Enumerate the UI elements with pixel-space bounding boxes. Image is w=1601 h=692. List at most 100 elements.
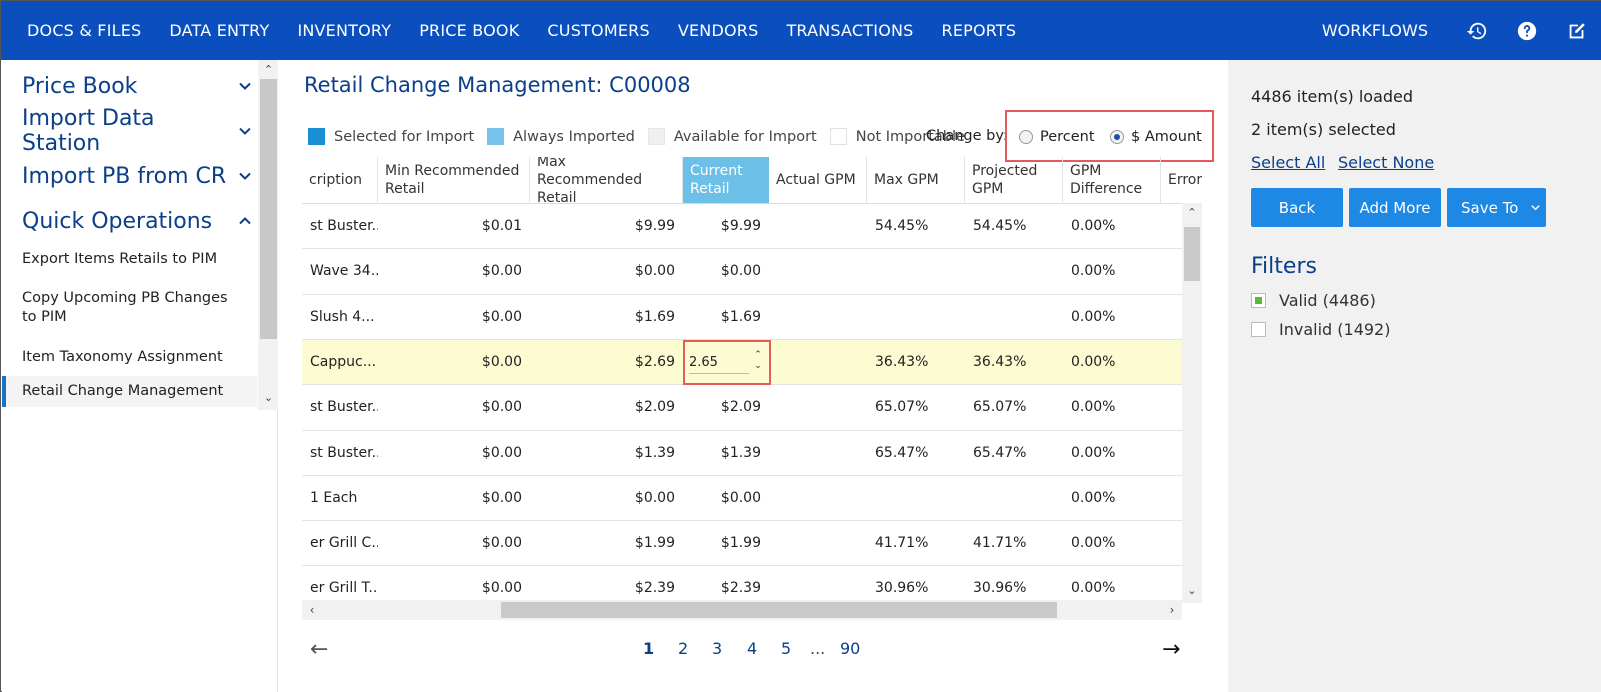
- save-to-button[interactable]: Save To: [1447, 188, 1546, 227]
- radio-circle[interactable]: [1110, 130, 1124, 144]
- nav-docs-files[interactable]: DOCS & FILES: [27, 21, 142, 40]
- cell-gpm-difference: 0.00%: [1071, 263, 1116, 280]
- sidebar-scroll-thumb[interactable]: [260, 79, 277, 339]
- cell-projected-gpm: 36.43%: [973, 353, 1027, 370]
- legend-swatch: [308, 128, 325, 145]
- column-header-min-recommended-retail[interactable]: Min Recommended Retail: [378, 157, 530, 204]
- sidebar-section-import-data-station[interactable]: Import Data Station: [22, 106, 252, 156]
- sidebar-section-price-book[interactable]: Price Book: [22, 71, 252, 101]
- select-none-link[interactable]: Select None: [1338, 153, 1435, 172]
- next-page-arrow-icon[interactable]: →: [1162, 637, 1181, 662]
- select-all-link[interactable]: Select All: [1251, 153, 1326, 172]
- import-legend: Selected for Import Always Imported Avai…: [308, 128, 978, 145]
- nav-reports[interactable]: REPORTS: [941, 21, 1017, 40]
- column-header-description[interactable]: cription: [302, 157, 378, 204]
- sidebar-scroll-up-icon[interactable]: ⌃: [263, 63, 274, 76]
- row-divider: [302, 474, 1182, 476]
- column-header-actual-gpm[interactable]: Actual GPM: [769, 157, 867, 204]
- nav-data-entry[interactable]: DATA ENTRY: [169, 21, 270, 40]
- cell-current-retail[interactable]: $1.69: [720, 308, 761, 325]
- sidebar-item-retail-change-management[interactable]: Retail Change Management: [2, 376, 257, 407]
- nav-customers[interactable]: CUSTOMERS: [547, 21, 650, 40]
- grid-vertical-scrollbar[interactable]: ⌃ ⌄: [1182, 203, 1202, 603]
- cell-gpm-difference: 0.00%: [1071, 535, 1116, 552]
- page-2[interactable]: 2: [678, 639, 689, 658]
- filter-label: Valid (4486): [1279, 291, 1376, 310]
- page-5[interactable]: 5: [781, 639, 792, 658]
- pagination: ← 1 2 3 4 5 ... 90 →: [278, 635, 1228, 665]
- cell-min-recommended-retail: $0.00: [481, 263, 522, 280]
- history-icon[interactable]: [1452, 1, 1502, 60]
- page-4[interactable]: 4: [747, 639, 758, 658]
- filter-invalid[interactable]: Invalid (1492): [1251, 320, 1390, 339]
- cell-min-recommended-retail: $0.01: [481, 218, 522, 234]
- nav-workflows[interactable]: WORKFLOWS: [1321, 21, 1428, 40]
- vertical-scroll-thumb[interactable]: [1184, 227, 1200, 281]
- sidebar-scroll-down-icon[interactable]: ⌄: [263, 391, 274, 404]
- sidebar-section-label: Import PB from CR: [22, 163, 227, 189]
- filter-valid[interactable]: Valid (4486): [1251, 291, 1376, 310]
- back-button[interactable]: Back: [1251, 188, 1343, 227]
- cell-description: Slush 4...: [310, 308, 375, 325]
- cell-current-retail[interactable]: $0.00: [720, 489, 761, 506]
- cell-current-retail[interactable]: $2.39: [720, 580, 761, 597]
- cell-current-retail[interactable]: $2.09: [720, 399, 761, 416]
- stepper-arrows-icon[interactable]: ⌃ ⌄: [754, 349, 762, 371]
- filter-checkbox[interactable]: [1251, 293, 1266, 308]
- right-panel: 4486 item(s) loaded 2 item(s) selected S…: [1228, 60, 1601, 692]
- change-by-percent-radio[interactable]: Percent: [1019, 129, 1095, 145]
- cell-actual-gpm: [769, 476, 867, 521]
- page-90[interactable]: 90: [840, 639, 861, 658]
- main-content: Retail Change Management: C00008 Selecte…: [278, 60, 1228, 692]
- radio-circle[interactable]: [1019, 130, 1033, 144]
- cell-projected-gpm: 54.45%: [973, 218, 1027, 234]
- column-header-current-retail[interactable]: Current Retail: [683, 157, 769, 204]
- nav-vendors[interactable]: VENDORS: [677, 21, 759, 40]
- cell-min-recommended-retail: $0.00: [481, 399, 522, 416]
- nav-inventory[interactable]: INVENTORY: [297, 21, 392, 40]
- cell-max-gpm: [867, 295, 965, 340]
- scroll-left-icon[interactable]: ‹: [309, 603, 315, 617]
- sidebar-item-export-items-retails[interactable]: Export Items Retails to PIM: [22, 251, 218, 267]
- grid-horizontal-scrollbar[interactable]: ‹ ›: [302, 600, 1182, 620]
- cell-current-retail[interactable]: $0.00: [720, 263, 761, 280]
- legend-item: Always Imported: [487, 128, 635, 145]
- sidebar-section-import-pb-from-cr[interactable]: Import PB from CR: [22, 161, 252, 191]
- sidebar-section-label: Quick Operations: [22, 208, 213, 234]
- row-divider: [302, 565, 1182, 567]
- filter-checkbox[interactable]: [1251, 322, 1266, 337]
- column-header-gpm-difference[interactable]: GPM Difference: [1063, 157, 1161, 204]
- sidebar-item-item-taxonomy[interactable]: Item Taxonomy Assignment: [22, 349, 223, 365]
- cell-description: Cappuc...: [310, 353, 377, 370]
- cell-current-retail[interactable]: $1.39: [720, 444, 761, 461]
- column-header-projected-gpm[interactable]: Projected GPM: [965, 157, 1063, 204]
- scroll-right-icon[interactable]: ›: [1169, 603, 1175, 617]
- legend-label: Selected for Import: [334, 128, 475, 145]
- sidebar-section-quick-operations[interactable]: Quick Operations: [22, 206, 252, 236]
- help-icon[interactable]: [1502, 1, 1552, 60]
- column-header-max-recommended-retail[interactable]: Max Recommended Retail: [530, 157, 683, 206]
- column-header-max-gpm[interactable]: Max GPM: [867, 157, 965, 204]
- cell-description: st Buster...: [310, 399, 378, 416]
- nav-transactions[interactable]: TRANSACTIONS: [786, 21, 914, 40]
- cell-min-recommended-retail: $0.00: [481, 535, 522, 552]
- legend-item: Not Importable: [829, 128, 965, 145]
- page-3[interactable]: 3: [712, 639, 723, 658]
- cell-current-retail[interactable]: $1.99: [720, 535, 761, 552]
- current-retail-editor[interactable]: 2.65 ⌃ ⌄: [683, 339, 771, 386]
- horizontal-scroll-thumb[interactable]: [501, 602, 1057, 618]
- change-by-amount-radio[interactable]: $ Amount: [1110, 129, 1202, 145]
- prev-page-arrow-icon[interactable]: ←: [310, 637, 329, 662]
- change-by-highlight: [1005, 110, 1214, 162]
- nav-price-book[interactable]: PRICE BOOK: [419, 21, 520, 40]
- add-more-button[interactable]: Add More: [1349, 188, 1441, 227]
- current-retail-input[interactable]: 2.65: [689, 354, 749, 374]
- edit-note-icon[interactable]: [1552, 1, 1601, 60]
- sidebar-item-copy-upcoming-pb-changes[interactable]: Copy Upcoming PB Changes to PIM: [22, 290, 228, 325]
- cell-current-retail[interactable]: $9.99: [720, 218, 761, 234]
- cell-actual-gpm: [769, 204, 867, 249]
- scroll-up-icon[interactable]: ⌃: [1187, 206, 1197, 219]
- scroll-down-icon[interactable]: ⌄: [1187, 584, 1197, 597]
- page-1[interactable]: 1: [643, 639, 655, 658]
